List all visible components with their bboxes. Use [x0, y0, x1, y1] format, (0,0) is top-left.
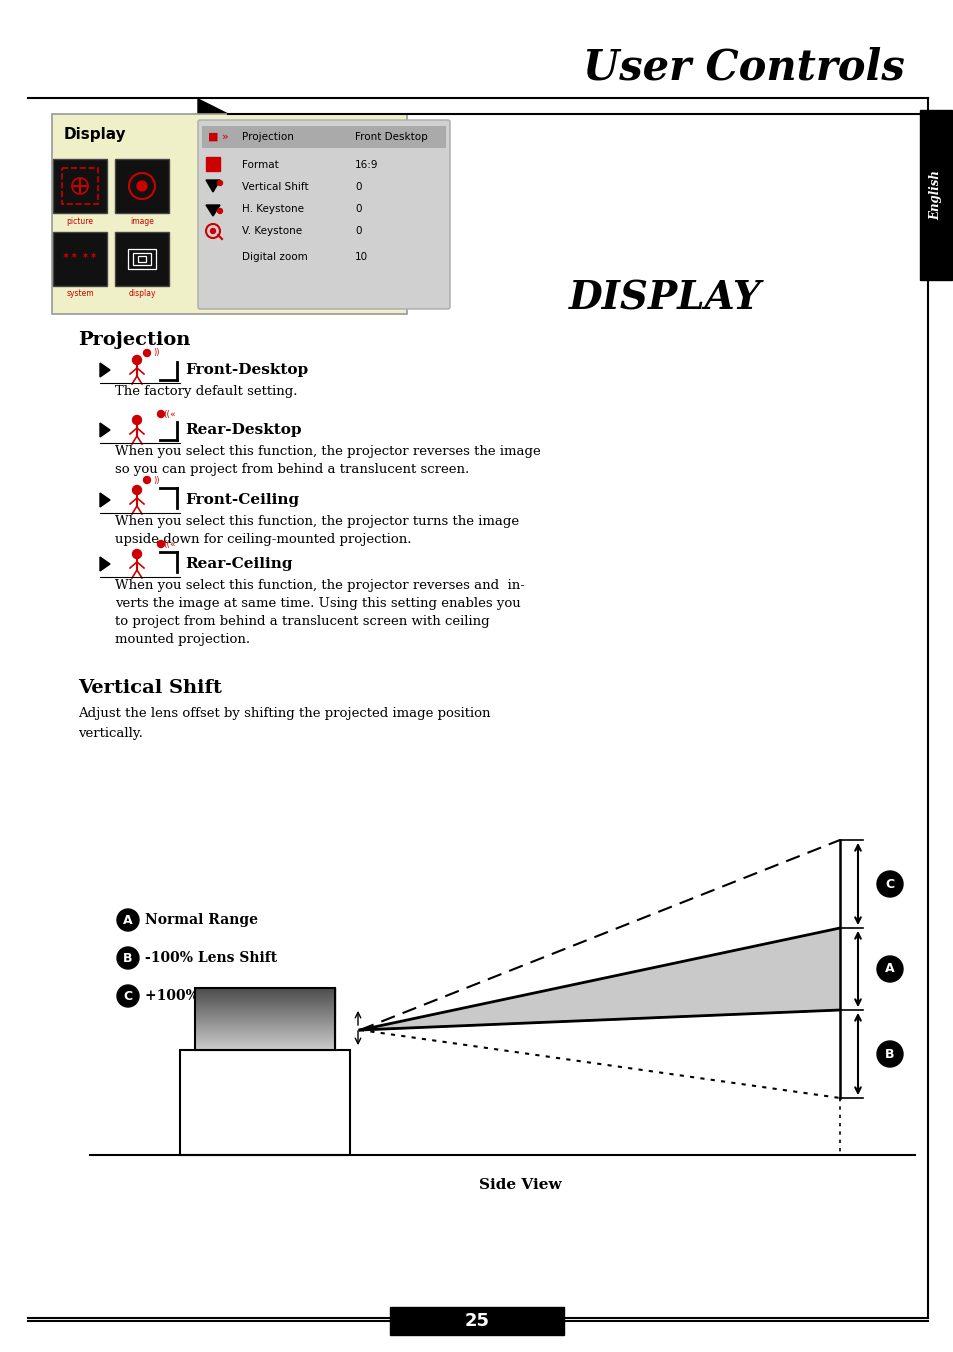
- Text: Vertical Shift: Vertical Shift: [78, 679, 222, 698]
- Text: Vertical Shift: Vertical Shift: [242, 183, 309, 192]
- Text: Front-Desktop: Front-Desktop: [185, 362, 308, 377]
- Circle shape: [132, 485, 141, 495]
- Polygon shape: [359, 927, 840, 1030]
- FancyBboxPatch shape: [53, 233, 107, 287]
- FancyBboxPatch shape: [206, 157, 220, 170]
- Text: 0: 0: [355, 226, 361, 237]
- Text: A: A: [884, 963, 894, 976]
- Polygon shape: [198, 99, 228, 128]
- FancyBboxPatch shape: [53, 160, 107, 214]
- Polygon shape: [206, 206, 220, 216]
- Text: 25: 25: [464, 1311, 489, 1330]
- Text: display: display: [128, 289, 155, 299]
- Text: Projection: Projection: [242, 132, 294, 142]
- Text: )): )): [152, 476, 159, 484]
- Circle shape: [217, 181, 222, 185]
- FancyBboxPatch shape: [202, 126, 446, 147]
- Circle shape: [157, 411, 164, 418]
- Text: ■: ■: [208, 132, 218, 142]
- Text: 10: 10: [355, 251, 368, 262]
- Text: Adjust the lens offset by shifting the projected image position: Adjust the lens offset by shifting the p…: [78, 707, 490, 721]
- Text: The factory default setting.: The factory default setting.: [115, 385, 297, 399]
- Text: system: system: [66, 289, 93, 299]
- Text: )): )): [152, 349, 159, 357]
- Text: Rear-Desktop: Rear-Desktop: [185, 423, 301, 437]
- Text: ✶✶ ✶✶: ✶✶ ✶✶: [62, 251, 98, 261]
- Text: Display: Display: [64, 127, 127, 142]
- Text: When you select this function, the projector reverses and  in-: When you select this function, the proje…: [115, 580, 524, 592]
- Text: image: image: [130, 216, 153, 226]
- Bar: [62, 168, 98, 204]
- Circle shape: [117, 986, 139, 1007]
- Text: Rear-Ceiling: Rear-Ceiling: [185, 557, 293, 571]
- Text: 0: 0: [355, 183, 361, 192]
- Text: vertically.: vertically.: [78, 726, 143, 740]
- Text: Projection: Projection: [78, 331, 191, 349]
- Circle shape: [143, 476, 151, 484]
- FancyBboxPatch shape: [52, 114, 407, 314]
- Text: C: C: [884, 877, 894, 891]
- Circle shape: [143, 350, 151, 357]
- Text: DISPLAY: DISPLAY: [568, 279, 760, 316]
- Bar: [138, 256, 146, 262]
- Text: +100% Lens Shift: +100% Lens Shift: [145, 990, 283, 1003]
- FancyBboxPatch shape: [115, 233, 169, 287]
- Text: Format: Format: [242, 160, 278, 170]
- Circle shape: [876, 956, 902, 982]
- Text: -100% Lens Shift: -100% Lens Shift: [145, 950, 276, 965]
- Polygon shape: [100, 493, 110, 507]
- Bar: [132, 253, 151, 265]
- Text: C: C: [123, 990, 132, 1002]
- Circle shape: [157, 541, 164, 548]
- Circle shape: [132, 415, 141, 425]
- Text: Front Desktop: Front Desktop: [355, 132, 427, 142]
- Text: When you select this function, the projector turns the image: When you select this function, the proje…: [115, 515, 518, 529]
- Text: upside down for ceiling-mounted projection.: upside down for ceiling-mounted projecti…: [115, 534, 411, 546]
- FancyBboxPatch shape: [198, 120, 450, 310]
- Circle shape: [217, 208, 222, 214]
- Text: V. Keystone: V. Keystone: [242, 226, 302, 237]
- Circle shape: [137, 181, 147, 191]
- FancyBboxPatch shape: [115, 160, 169, 214]
- Text: so you can project from behind a translucent screen.: so you can project from behind a translu…: [115, 464, 469, 476]
- Circle shape: [132, 549, 141, 558]
- Text: to project from behind a translucent screen with ceiling: to project from behind a translucent scr…: [115, 615, 489, 629]
- Text: verts the image at same time. Using this setting enables you: verts the image at same time. Using this…: [115, 598, 520, 611]
- Circle shape: [211, 228, 215, 234]
- Text: 16:9: 16:9: [355, 160, 378, 170]
- Text: Front-Ceiling: Front-Ceiling: [185, 493, 299, 507]
- Text: User Controls: User Controls: [582, 47, 904, 89]
- Text: ((«: ((«: [163, 539, 175, 549]
- Circle shape: [876, 871, 902, 896]
- Circle shape: [117, 946, 139, 969]
- Circle shape: [132, 356, 141, 365]
- Text: Digital zoom: Digital zoom: [242, 251, 308, 262]
- Text: Side View: Side View: [478, 1178, 560, 1192]
- Polygon shape: [100, 362, 110, 377]
- Polygon shape: [100, 557, 110, 571]
- Circle shape: [876, 1041, 902, 1067]
- Text: H. Keystone: H. Keystone: [242, 204, 304, 214]
- Text: English: English: [928, 170, 942, 220]
- FancyBboxPatch shape: [919, 110, 951, 280]
- FancyBboxPatch shape: [390, 1307, 563, 1334]
- Text: Normal Range: Normal Range: [145, 913, 257, 927]
- Text: ((«: ((«: [163, 410, 175, 419]
- Polygon shape: [206, 180, 220, 192]
- Bar: [128, 249, 156, 269]
- Text: »: »: [222, 132, 229, 142]
- Text: B: B: [123, 952, 132, 964]
- Polygon shape: [100, 423, 110, 437]
- Text: picture: picture: [67, 216, 93, 226]
- Text: When you select this function, the projector reverses the image: When you select this function, the proje…: [115, 446, 540, 458]
- Text: A: A: [123, 914, 132, 926]
- Text: mounted projection.: mounted projection.: [115, 634, 250, 646]
- Text: 0: 0: [355, 204, 361, 214]
- Text: B: B: [884, 1048, 894, 1060]
- Circle shape: [117, 909, 139, 932]
